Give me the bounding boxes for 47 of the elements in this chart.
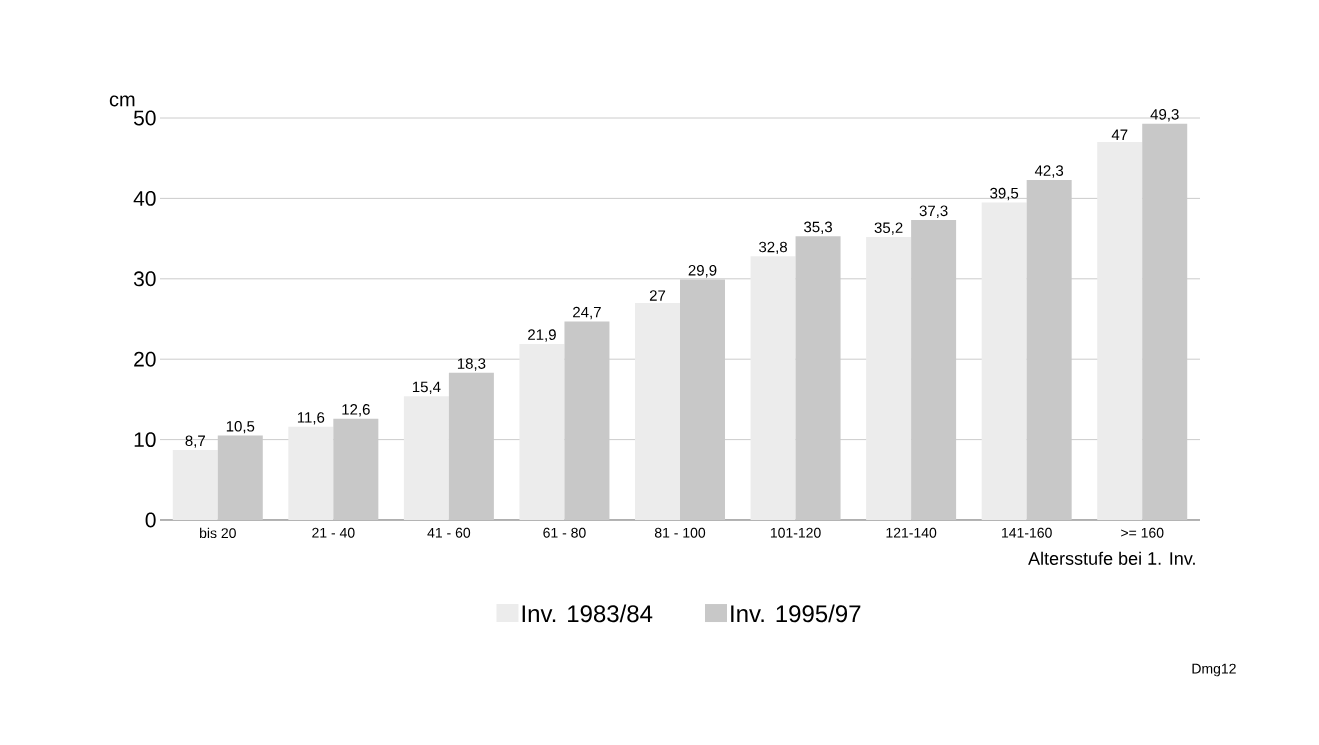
data-label: 39,5 xyxy=(990,187,1019,201)
x-tick-label: >= 160 xyxy=(1121,527,1164,538)
data-label: 49,3 xyxy=(1150,109,1179,122)
x-axis-title: Altersstufe bei 1. Inv. xyxy=(1028,551,1195,565)
bar xyxy=(866,236,912,520)
x-tick-label: 41 - 60 xyxy=(427,527,471,538)
y-tick-label: 10 xyxy=(134,432,156,448)
data-label: 35,2 xyxy=(874,222,903,235)
data-label: 47 xyxy=(1111,129,1128,140)
data-label: 12,6 xyxy=(342,404,370,417)
legend-label: Inv. 1983/84 xyxy=(522,604,653,623)
x-tick-label: 141-160 xyxy=(1002,527,1052,538)
data-label: 32,8 xyxy=(759,241,787,255)
y-tick-label: 20 xyxy=(134,351,156,367)
data-label: 35,3 xyxy=(804,221,832,234)
data-label: 24,7 xyxy=(573,306,601,320)
bar xyxy=(635,302,681,520)
y-tick-label: 0 xyxy=(145,512,156,528)
x-tick-label: 81 - 100 xyxy=(654,527,706,538)
x-tick-label: 61 - 80 xyxy=(543,527,586,538)
data-label: 18,3 xyxy=(457,358,486,371)
data-label: 8,7 xyxy=(185,435,205,448)
text: Dmg12 xyxy=(1192,663,1236,677)
data-label: 37,3 xyxy=(919,205,948,218)
y-tick-label: 40 xyxy=(133,190,156,206)
y-tick-label: 50 xyxy=(133,110,156,126)
data-label: 42,3 xyxy=(1034,165,1064,178)
data-label: 10,5 xyxy=(226,420,255,434)
x-tick-label: 101-120 xyxy=(770,527,821,538)
data-label: 27 xyxy=(649,290,666,301)
bar xyxy=(288,426,334,520)
bar xyxy=(750,256,796,520)
bar xyxy=(981,202,1027,520)
bar xyxy=(172,450,218,520)
legend-label: Inv. 1995/97 xyxy=(731,604,861,623)
x-tick-label: bis 20 xyxy=(200,527,236,539)
data-label: 11,6 xyxy=(297,412,325,425)
y-tick-label: 30 xyxy=(133,271,156,287)
bar xyxy=(519,343,565,520)
x-tick-label: 121-140 xyxy=(886,527,937,538)
data-label: 29,9 xyxy=(688,265,717,278)
bar xyxy=(403,396,449,520)
x-tick-label: 21 - 40 xyxy=(312,527,355,538)
data-label: 15,4 xyxy=(412,381,441,394)
data-label: 21,9 xyxy=(528,329,556,342)
y-axis-title: cm xyxy=(109,95,135,107)
bar xyxy=(1097,142,1143,520)
